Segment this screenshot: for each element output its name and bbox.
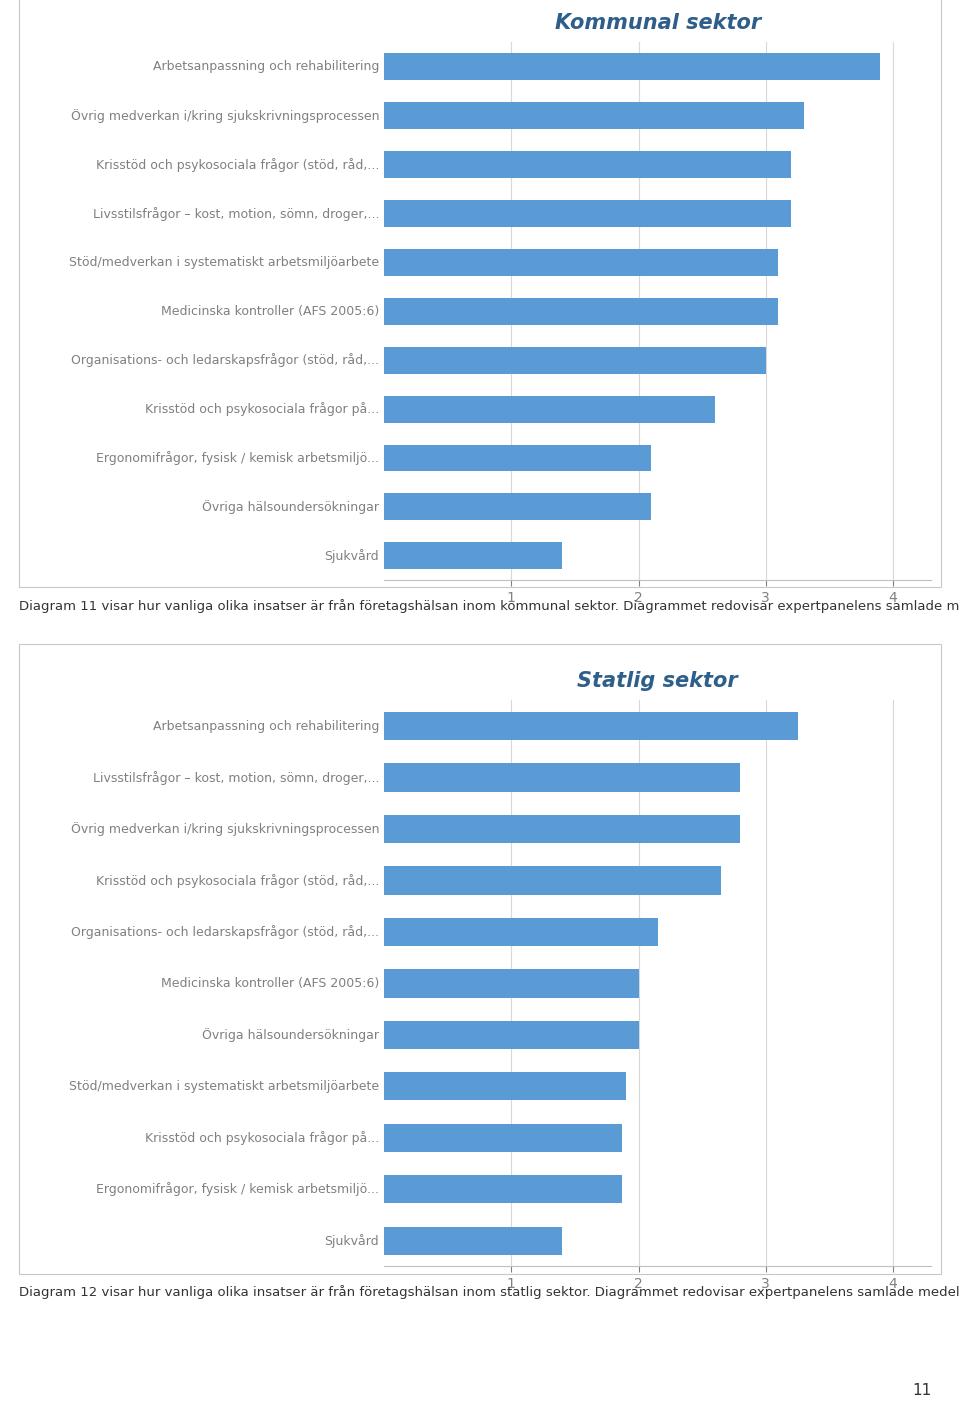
Bar <box>384 396 715 423</box>
Text: Livsstilsfrågor – kost, motion, sömn, droger,...: Livsstilsfrågor – kost, motion, sömn, dr… <box>93 771 379 784</box>
Bar <box>384 444 651 471</box>
Bar <box>384 969 638 998</box>
Bar <box>384 764 740 792</box>
Text: Diagram 12 visar hur vanliga olika insatser är från företagshälsan inom statlig : Diagram 12 visar hur vanliga olika insat… <box>19 1285 960 1299</box>
Text: Övriga hälsoundersökningar: Övriga hälsoundersökningar <box>203 1027 379 1041</box>
Text: Krisstöd och psykosociala frågor (stöd, råd,...: Krisstöd och psykosociala frågor (stöd, … <box>96 157 379 171</box>
Text: Sjukvård: Sjukvård <box>324 549 379 563</box>
Text: Sjukvård: Sjukvård <box>324 1234 379 1248</box>
Text: Övrig medverkan i/kring sjukskrivningsprocessen: Övrig medverkan i/kring sjukskrivningspr… <box>71 822 379 836</box>
Bar <box>384 815 740 843</box>
Bar <box>384 102 804 129</box>
Text: Arbetsanpassning och rehabilitering: Arbetsanpassning och rehabilitering <box>153 61 379 74</box>
Text: Krisstöd och psykosociala frågor på...: Krisstöd och psykosociala frågor på... <box>145 402 379 416</box>
Text: Arbetsanpassning och rehabilitering: Arbetsanpassning och rehabilitering <box>153 720 379 733</box>
Bar <box>384 151 791 178</box>
Text: Livsstilsfrågor – kost, motion, sömn, droger,...: Livsstilsfrågor – kost, motion, sömn, dr… <box>93 207 379 221</box>
Text: Ergonomifrågor, fysisk / kemisk arbetsmiljö...: Ergonomifrågor, fysisk / kemisk arbetsmi… <box>96 1183 379 1196</box>
Bar <box>384 249 779 276</box>
Text: Krisstöd och psykosociala frågor på...: Krisstöd och psykosociala frågor på... <box>145 1131 379 1145</box>
Text: Krisstöd och psykosociala frågor (stöd, råd,...: Krisstöd och psykosociala frågor (stöd, … <box>96 873 379 887</box>
Text: 11: 11 <box>912 1382 931 1398</box>
Title: Kommunal sektor: Kommunal sektor <box>555 13 760 33</box>
Text: Organisations- och ledarskapsfrågor (stöd, råd,...: Organisations- och ledarskapsfrågor (stö… <box>71 354 379 366</box>
Bar <box>384 347 766 374</box>
Bar <box>384 918 658 947</box>
Text: Stöd/medverkan i systematiskt arbetsmiljöarbete: Stöd/medverkan i systematiskt arbetsmilj… <box>69 256 379 269</box>
Text: Övrig medverkan i/kring sjukskrivningsprocessen: Övrig medverkan i/kring sjukskrivningspr… <box>71 109 379 123</box>
Bar <box>384 542 563 569</box>
Text: Diagram 11 visar hur vanliga olika insatser är från företagshälsan inom kommunal: Diagram 11 visar hur vanliga olika insat… <box>19 599 960 613</box>
Bar <box>384 1227 563 1255</box>
Text: Ergonomifrågor, fysisk / kemisk arbetsmiljö...: Ergonomifrågor, fysisk / kemisk arbetsmi… <box>96 451 379 466</box>
Bar <box>384 494 651 521</box>
Text: Medicinska kontroller (AFS 2005:6): Medicinska kontroller (AFS 2005:6) <box>161 304 379 318</box>
Bar <box>384 1124 622 1152</box>
Bar <box>384 54 880 81</box>
Bar <box>384 1073 626 1101</box>
Text: Stöd/medverkan i systematiskt arbetsmiljöarbete: Stöd/medverkan i systematiskt arbetsmilj… <box>69 1080 379 1092</box>
Title: Statlig sektor: Statlig sektor <box>577 671 738 691</box>
Bar <box>384 299 779 325</box>
Text: Övriga hälsoundersökningar: Övriga hälsoundersökningar <box>203 499 379 514</box>
Text: Medicinska kontroller (AFS 2005:6): Medicinska kontroller (AFS 2005:6) <box>161 976 379 990</box>
Bar <box>384 1020 638 1049</box>
Bar <box>384 866 721 894</box>
Text: Organisations- och ledarskapsfrågor (stöd, råd,...: Organisations- och ledarskapsfrågor (stö… <box>71 925 379 940</box>
Bar <box>384 712 798 740</box>
Bar <box>384 200 791 226</box>
Bar <box>384 1174 622 1203</box>
